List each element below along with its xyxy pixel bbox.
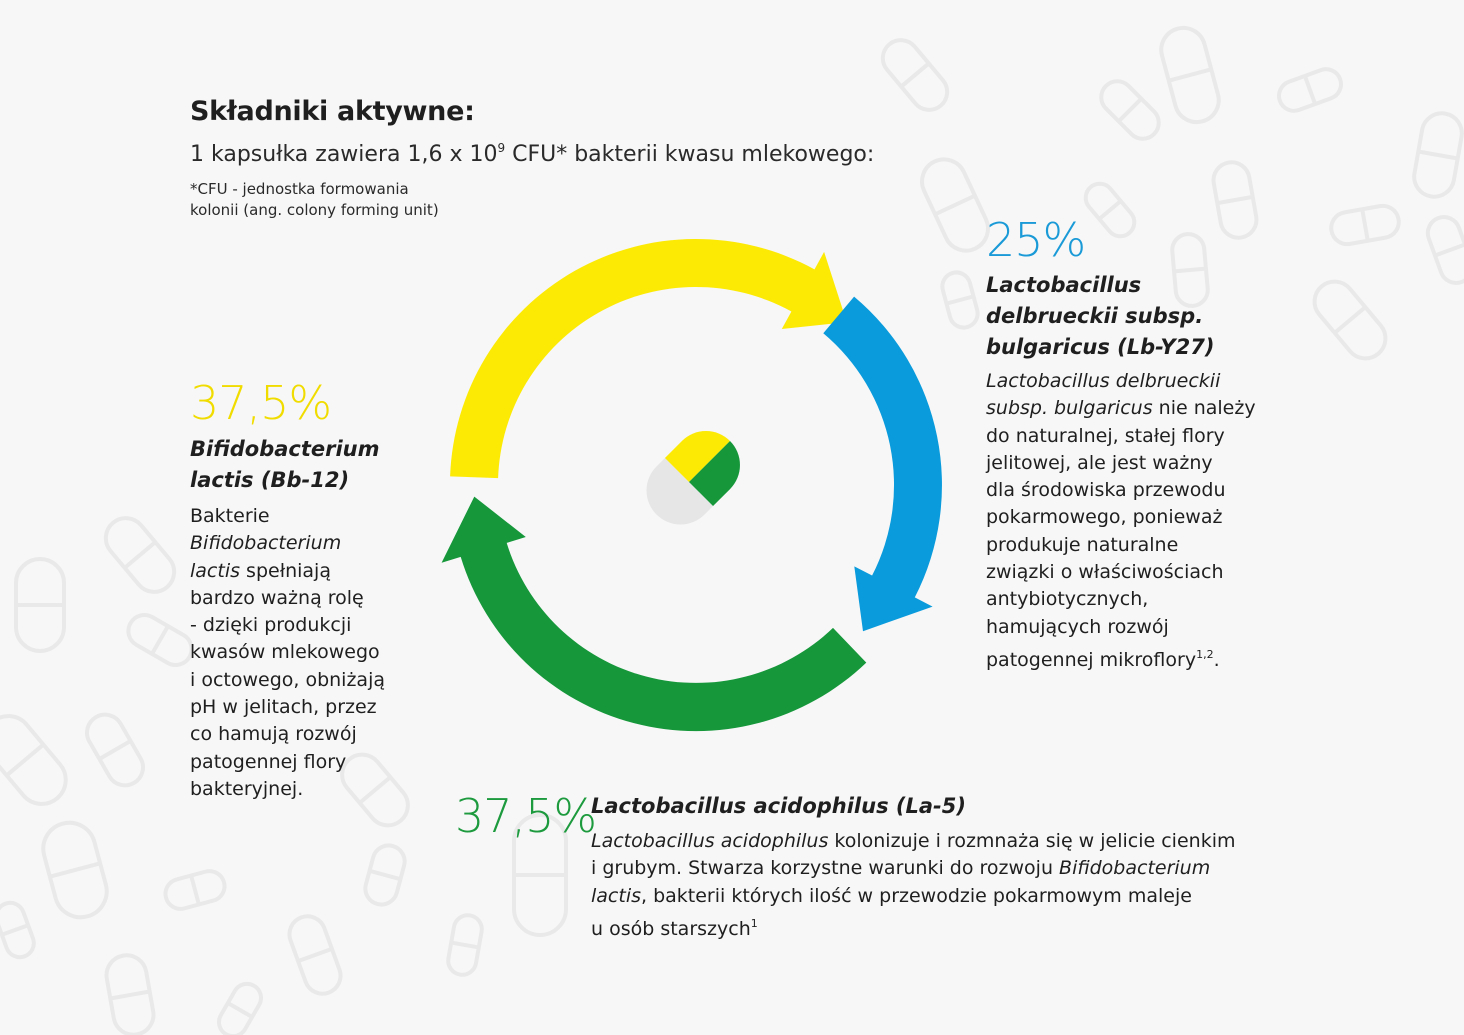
pill-icon [1312,279,1388,361]
pill-icon [217,981,263,1035]
arc-bulgaricus [823,296,942,632]
capsule-icon [646,431,740,525]
pill-icon [0,714,68,806]
pill-icon [0,900,36,960]
strain-name-bulgaricus: Lactobacillus delbrueckii subsp. bulgaricu… [986,273,1215,359]
pill-icon [446,913,484,977]
pill-icon [340,752,410,828]
percent-bifidobacterium: 37,5% [190,376,332,430]
exponent: 9 [497,141,506,155]
pill-icon [41,820,109,920]
pill-icon [1329,203,1401,247]
arc-acidophilus [441,496,867,732]
pill-icon [1099,79,1161,141]
strain-name-acidophilus: Lactobacillus acidophilus (La-5) [591,794,966,818]
pill-icon [1412,111,1464,199]
pill-icon [940,270,980,330]
description-bulgaricus: Lactobacillus delbrueckii subsp. bulgaric… [986,370,1256,671]
pill-icon [1083,181,1137,239]
cfu-footnote: *CFU - jednostka formowania kolonii (ang.… [190,180,439,219]
pill-icon [880,38,950,112]
pill-icon [85,712,145,788]
pill-icon [920,157,990,253]
pill-icon [126,613,194,667]
pill-icon [1277,67,1343,113]
pill-icon [104,953,156,1035]
circular-arrows-diagram [441,238,942,732]
percent-acidophilus: 37,5% [455,789,597,843]
pill-icon [512,813,568,937]
pill-icon [1425,215,1464,285]
pill-icon [287,914,343,996]
pill-icon [163,869,227,911]
pill-icon [1159,25,1221,125]
percent-bulgaricus: 25% [986,213,1086,267]
pill-icon [1211,160,1259,240]
pill-icon [1170,232,1210,308]
strain-name-bifidobacterium: Bifidobacterium lactis (Bb-12) [190,437,380,492]
pill-icon [14,557,66,653]
pill-icon [363,843,407,907]
page-title: Składniki aktywne: [190,96,475,127]
capsule-content-line: 1 kapsułka zawiera 1,6 x 109 CFU* bakter… [190,141,875,167]
description-acidophilus: Lactobacillus acidophilus kolonizuje i r… [591,830,1236,940]
description-bifidobacterium: Bakterie Bifidobacterium lactis spełniają b… [190,505,386,800]
arc-bifidobacterium [450,238,847,479]
pill-icon [103,516,177,594]
